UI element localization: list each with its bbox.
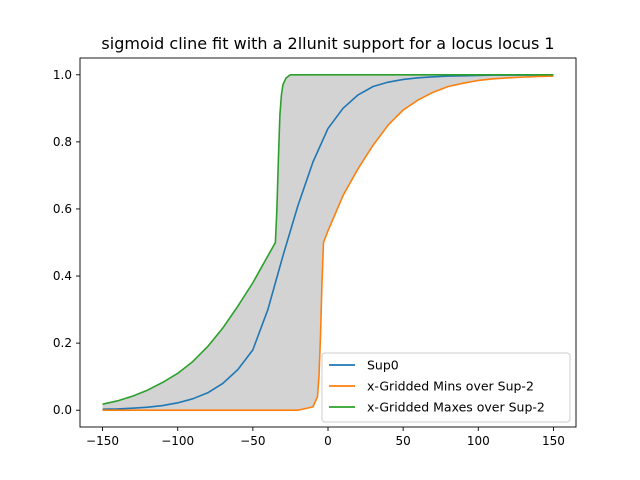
legend-label: x-Gridded Mins over Sup-2: [367, 379, 534, 394]
y-tick-label: 1.0: [53, 68, 72, 82]
y-tick-label: 0.8: [53, 135, 72, 149]
y-tick-label: 0.0: [53, 403, 72, 417]
y-tick-label: 0.4: [53, 269, 72, 283]
x-tick-label: −150: [86, 434, 119, 448]
chart-title: sigmoid cline fit with a 2llunit support…: [101, 34, 554, 53]
x-tick-label: 150: [542, 434, 565, 448]
x-tick-label: −100: [161, 434, 194, 448]
legend-box: [321, 352, 571, 423]
series-line-3: [102, 73, 554, 405]
x-tick-label: 0: [324, 434, 332, 448]
series-line-2: [102, 75, 554, 412]
legend-label: x-Gridded Maxes over Sup-2: [367, 400, 545, 415]
fill-between-band: [102, 74, 554, 411]
x-tick-label: 100: [467, 434, 490, 448]
y-tick-label: 0.2: [53, 336, 72, 350]
legend-label: Sup0: [367, 358, 399, 373]
plot-area: [102, 73, 554, 412]
x-tick-label: −50: [240, 434, 265, 448]
axes: −150 −100 −50 0 50 100 150 0.0 0.2 0.4 0.6 0.8 1.0: [53, 57, 577, 448]
legend: Sup0 x-Gridded Mins over Sup-2 x-Gridded M…: [321, 352, 571, 423]
y-tick-label: 0.6: [53, 202, 72, 216]
x-tick-label: 50: [396, 434, 411, 448]
